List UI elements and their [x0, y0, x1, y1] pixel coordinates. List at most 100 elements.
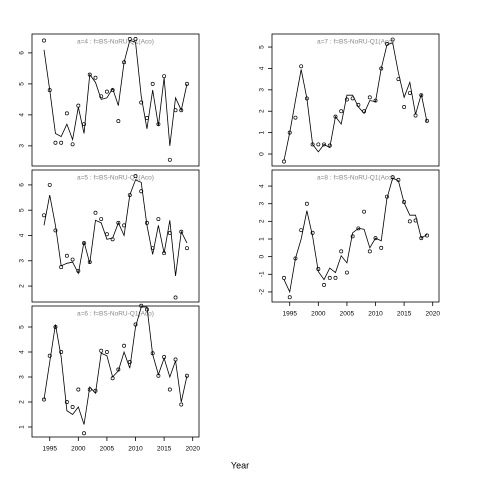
- data-point: [64, 400, 69, 404]
- fit-line: [283, 177, 428, 294]
- y-tick-label: -2: [259, 289, 266, 295]
- y-tick-label: 5: [259, 45, 266, 49]
- x-tick-label: 1995: [42, 446, 57, 453]
- y-tick-label: 2: [259, 219, 266, 223]
- data-point: [373, 236, 378, 241]
- data-point: [133, 37, 138, 41]
- data-point: [104, 350, 109, 354]
- y-tick-label: -1: [259, 271, 266, 277]
- data-point: [82, 122, 86, 127]
- x-axis-label: Year: [231, 460, 249, 470]
- panel-title: a=6 : f=BS-NoRU-Q1(Aco): [77, 311, 154, 318]
- data-point: [150, 81, 155, 86]
- y-tick-label: 3: [259, 202, 266, 206]
- data-point: [339, 109, 344, 114]
- y-tick-label: 0: [259, 152, 266, 156]
- panel: a=4 : f=BS-NoRU-Q1(Aco) 3 4 5 6: [19, 33, 200, 167]
- y-tick-label: 0: [259, 254, 266, 258]
- plot-frame: [271, 33, 440, 167]
- data-point: [70, 257, 75, 262]
- y-tick-label: 2: [19, 284, 26, 288]
- data-point: [316, 142, 321, 147]
- x-tick-label: 2010: [368, 311, 383, 318]
- panel: a=8 : f=BS-NoRU-Q1(Aco) -2 -1 0 1 2 3 4 1995 2000…: [259, 169, 440, 318]
- data-point: [282, 275, 286, 280]
- data-point: [82, 241, 86, 246]
- plot-frame: [271, 169, 440, 303]
- y-tick-label: 5: [19, 208, 26, 212]
- data-point: [122, 343, 127, 348]
- fit-line: [43, 40, 188, 146]
- y-tick-label: 4: [19, 113, 26, 117]
- data-point: [373, 98, 378, 103]
- plot-frame: [31, 169, 200, 303]
- y-tick-label: 1: [259, 130, 266, 134]
- x-tick-label: 2015: [397, 311, 412, 318]
- y-tick-label: 4: [259, 66, 266, 70]
- plot-frame: [31, 305, 200, 438]
- data-point: [367, 95, 372, 100]
- data-point: [322, 282, 326, 287]
- data-point: [42, 38, 46, 43]
- data-point: [47, 353, 52, 358]
- data-point: [402, 105, 407, 109]
- y-tick-label: 1: [259, 237, 266, 241]
- data-point: [116, 220, 121, 225]
- data-point: [93, 75, 98, 80]
- y-tick-label: 2: [19, 400, 26, 404]
- data-point: [42, 213, 46, 218]
- data-point: [53, 140, 58, 145]
- data-point: [127, 360, 132, 364]
- data-point: [82, 431, 86, 436]
- data-point: [310, 230, 315, 235]
- y-tick-label: 6: [19, 183, 26, 187]
- data-point: [133, 174, 138, 179]
- x-tick-label: 2020: [185, 446, 200, 453]
- y-tick-label: 4: [259, 184, 266, 188]
- plot-frame: [31, 33, 200, 167]
- data-point: [156, 217, 161, 222]
- data-point: [287, 295, 292, 300]
- y-tick-label: 2: [259, 109, 266, 113]
- data-point: [59, 350, 64, 354]
- data-point: [47, 182, 52, 187]
- data-point: [76, 103, 81, 108]
- x-tick-label: 2000: [311, 311, 326, 318]
- data-point: [322, 142, 326, 147]
- data-point: [99, 94, 104, 99]
- x-tick-label: 1995: [282, 311, 297, 318]
- data-point: [299, 228, 304, 233]
- x-tick-label: 2005: [100, 446, 115, 453]
- data-point: [362, 209, 367, 214]
- data-point: [333, 275, 338, 280]
- data-point: [344, 97, 349, 102]
- panel: a=6 : f=BS-NoRU-Q1(Aco) 1 2 3 4 5 1995 2000 2005…: [19, 303, 200, 453]
- data-point: [64, 253, 69, 258]
- y-tick-label: 3: [259, 88, 266, 92]
- data-point: [104, 89, 109, 94]
- data-point: [425, 118, 429, 123]
- panel: a=7 : f=BS-NoRU-Q1(Aco) 0 1 2 3 4 5: [259, 33, 440, 167]
- data-point: [407, 219, 412, 224]
- panel: a=5 : f=BS-NoRU-Q1(Aco) 2 3 4 5 6: [19, 169, 200, 303]
- y-tick-label: 4: [19, 350, 26, 354]
- panel-title: a=5 : f=BS-NoRU-Q1(Aco): [77, 175, 154, 182]
- x-tick-label: 2000: [71, 446, 86, 453]
- data-point: [139, 189, 144, 194]
- data-point: [339, 249, 344, 254]
- data-point: [64, 111, 69, 116]
- data-point: [70, 405, 75, 409]
- data-point: [53, 228, 58, 233]
- y-tick-label: 3: [19, 375, 26, 379]
- data-point: [76, 387, 81, 392]
- y-tick-label: 1: [19, 425, 26, 429]
- data-point: [390, 37, 395, 42]
- panel-title: a=7 : f=BS-NoRU-Q1(Aco): [317, 39, 394, 46]
- data-point: [327, 275, 332, 280]
- data-point: [116, 119, 121, 124]
- data-point: [379, 245, 384, 250]
- panel-title: a=8 : f=BS-NoRU-Q1(Aco): [317, 175, 394, 182]
- x-tick-label: 2005: [340, 311, 355, 318]
- data-point: [173, 357, 178, 362]
